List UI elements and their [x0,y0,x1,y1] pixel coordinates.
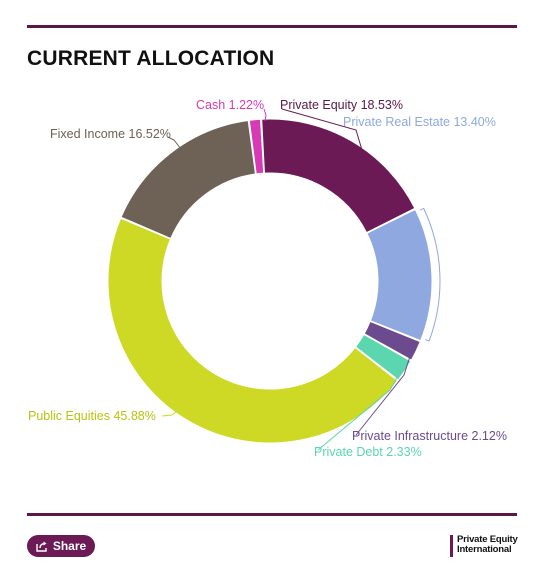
leader-line-private-infrastructure [355,349,413,436]
leader-line-private-debt [317,367,403,451]
share-icon [36,540,48,552]
top-rule [27,25,517,28]
slice-label-private-debt: Private Debt 2.33% [314,445,422,459]
slice-label-fixed-income: Fixed Income 16.52% [50,127,171,141]
slice-private-equity[interactable] [261,118,416,234]
share-button-label: Share [52,539,87,553]
slice-label-private-equity: Private Equity 18.53% [280,98,403,112]
leader-line-fixed-income [167,136,182,150]
leader-line-group [161,108,441,451]
slice-cash[interactable] [248,118,265,175]
slice-private-debt[interactable] [354,333,412,381]
slice-label-public-equities: Public Equities 45.88% [28,409,156,423]
leader-line-private-equity [281,108,363,151]
chart-title: CURRENT ALLOCATION [27,47,275,70]
donut-chart-svg: Private Equity 18.53% Private Real Estate… [28,98,507,459]
leader-bracket-private-real-estate [419,207,441,342]
slice-label-private-infrastructure: Private Infrastructure 2.12% [352,429,507,443]
brand-logo-text: Private Equity International [457,535,518,557]
label-group: Private Equity 18.53% Private Real Estate… [28,98,507,459]
slice-fixed-income[interactable] [120,119,256,240]
brand-logo-line2: International [457,544,512,555]
brand-logo[interactable]: Private Equity International [450,535,518,557]
slice-group [107,118,433,444]
slice-label-private-real-estate: Private Real Estate 13.40% [343,115,496,129]
brand-logo-bar [450,535,453,557]
share-button[interactable]: Share [27,535,95,557]
slice-private-infrastructure[interactable] [363,320,421,361]
leader-line-public-equities [161,409,179,417]
donut-chart: Private Equity 18.53% Private Real Estate… [0,90,538,470]
bottom-rule [27,513,517,516]
slice-private-real-estate[interactable] [366,208,433,342]
slice-label-cash: Cash 1.22% [196,98,264,112]
leader-line-cash [263,108,267,122]
brand-logo-line1: Private Equity [457,534,518,545]
slice-public-equities[interactable] [107,217,399,444]
